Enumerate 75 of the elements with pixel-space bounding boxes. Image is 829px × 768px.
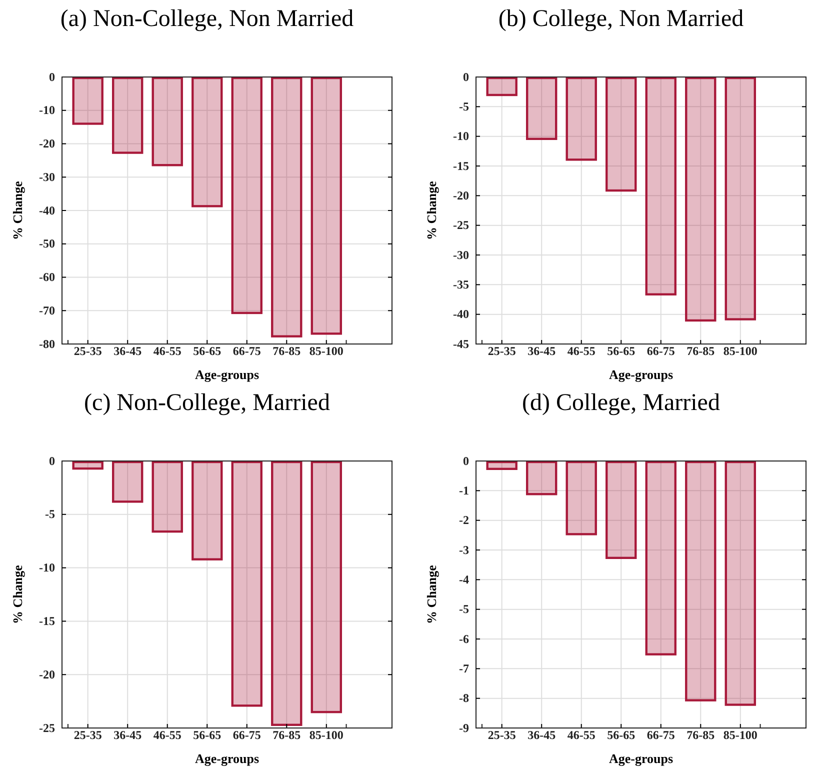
y-tick-label: -4 (459, 572, 469, 587)
y-tick-label: -9 (459, 720, 469, 735)
y-tick-label: 0 (463, 70, 469, 84)
y-axis-title: % Change (10, 564, 25, 624)
y-axis-title: % Change (424, 564, 439, 624)
y-tick-label: -20 (453, 188, 469, 203)
y-tick-label: -25 (453, 218, 469, 232)
x-tick-label: 56-65 (607, 344, 636, 358)
x-tick-label: 56-65 (607, 728, 636, 742)
x-axis-title: Age-groups (608, 367, 674, 382)
y-tick-label: -1 (459, 484, 469, 498)
y-tick-label: -35 (453, 278, 469, 292)
y-tick-label: -25 (39, 720, 55, 735)
x-tick-label: 85-100 (309, 344, 344, 358)
x-axis-title: Age-groups (194, 751, 260, 766)
chart-title: (a) Non-College, Non Married (60, 6, 354, 32)
y-tick-label: -40 (39, 203, 55, 218)
x-tick-label: 85-100 (309, 728, 344, 742)
x-tick-label: 56-65 (193, 728, 222, 742)
x-tick-label: 25-35 (488, 344, 516, 358)
y-tick-label: -60 (39, 270, 55, 284)
y-tick-label: -45 (453, 336, 469, 351)
y-tick-label: -20 (39, 667, 55, 682)
x-axis-title: Age-groups (608, 751, 674, 766)
y-tick-label: -10 (39, 103, 55, 118)
x-tick-label: 56-65 (193, 344, 222, 358)
y-tick-label: -2 (459, 513, 469, 528)
x-tick-label: 76-85 (272, 344, 301, 358)
x-tick-label: 85-100 (723, 344, 758, 358)
chart-title: (c) Non-College, Married (84, 390, 330, 416)
y-tick-label: -30 (39, 170, 55, 184)
x-tick-label: 76-85 (686, 728, 715, 742)
x-axis-title: Age-groups (194, 367, 260, 382)
y-tick-label: -80 (39, 336, 55, 351)
y-tick-label: -10 (39, 560, 55, 575)
y-tick-label: -5 (459, 602, 469, 616)
x-tick-label: 36-45 (528, 344, 556, 358)
x-tick-label: 66-75 (232, 344, 261, 358)
x-tick-label: 46-55 (567, 728, 596, 742)
y-tick-label: -5 (45, 507, 55, 522)
x-tick-label: 25-35 (74, 344, 102, 358)
y-tick-label: -30 (453, 248, 469, 262)
y-tick-label: -10 (453, 129, 469, 144)
y-axis-title: % Change (10, 180, 25, 240)
chart-title: (d) College, Married (522, 390, 720, 416)
x-tick-label: 66-75 (646, 728, 675, 742)
x-tick-label: 85-100 (723, 728, 758, 742)
x-tick-label: 66-75 (232, 728, 261, 742)
x-tick-label: 25-35 (488, 728, 516, 742)
y-tick-label: -7 (459, 662, 469, 676)
x-tick-label: 46-55 (567, 344, 596, 358)
y-tick-label: -40 (453, 307, 469, 322)
x-tick-label: 66-75 (646, 344, 675, 358)
y-tick-label: -5 (459, 100, 469, 114)
x-tick-label: 46-55 (153, 728, 182, 742)
y-tick-label: 0 (463, 454, 469, 468)
y-axis-title: % Change (424, 180, 439, 240)
y-tick-label: -50 (39, 236, 55, 251)
y-tick-label: -15 (453, 158, 469, 173)
x-tick-label: 36-45 (114, 344, 142, 358)
x-tick-label: 76-85 (272, 728, 301, 742)
x-tick-label: 36-45 (528, 728, 556, 742)
x-tick-label: 25-35 (74, 728, 102, 742)
y-tick-label: 0 (49, 70, 55, 84)
y-tick-label: 0 (49, 454, 55, 468)
y-tick-label: -8 (459, 691, 469, 706)
chart-title: (b) College, Non Married (498, 6, 744, 32)
x-tick-label: 46-55 (153, 344, 182, 358)
x-tick-label: 76-85 (686, 344, 715, 358)
y-tick-label: -15 (39, 614, 55, 628)
y-tick-label: -3 (459, 542, 469, 557)
y-tick-label: -70 (39, 303, 55, 318)
y-tick-label: -20 (39, 136, 55, 151)
x-tick-label: 36-45 (114, 728, 142, 742)
y-tick-label: -6 (459, 632, 469, 646)
